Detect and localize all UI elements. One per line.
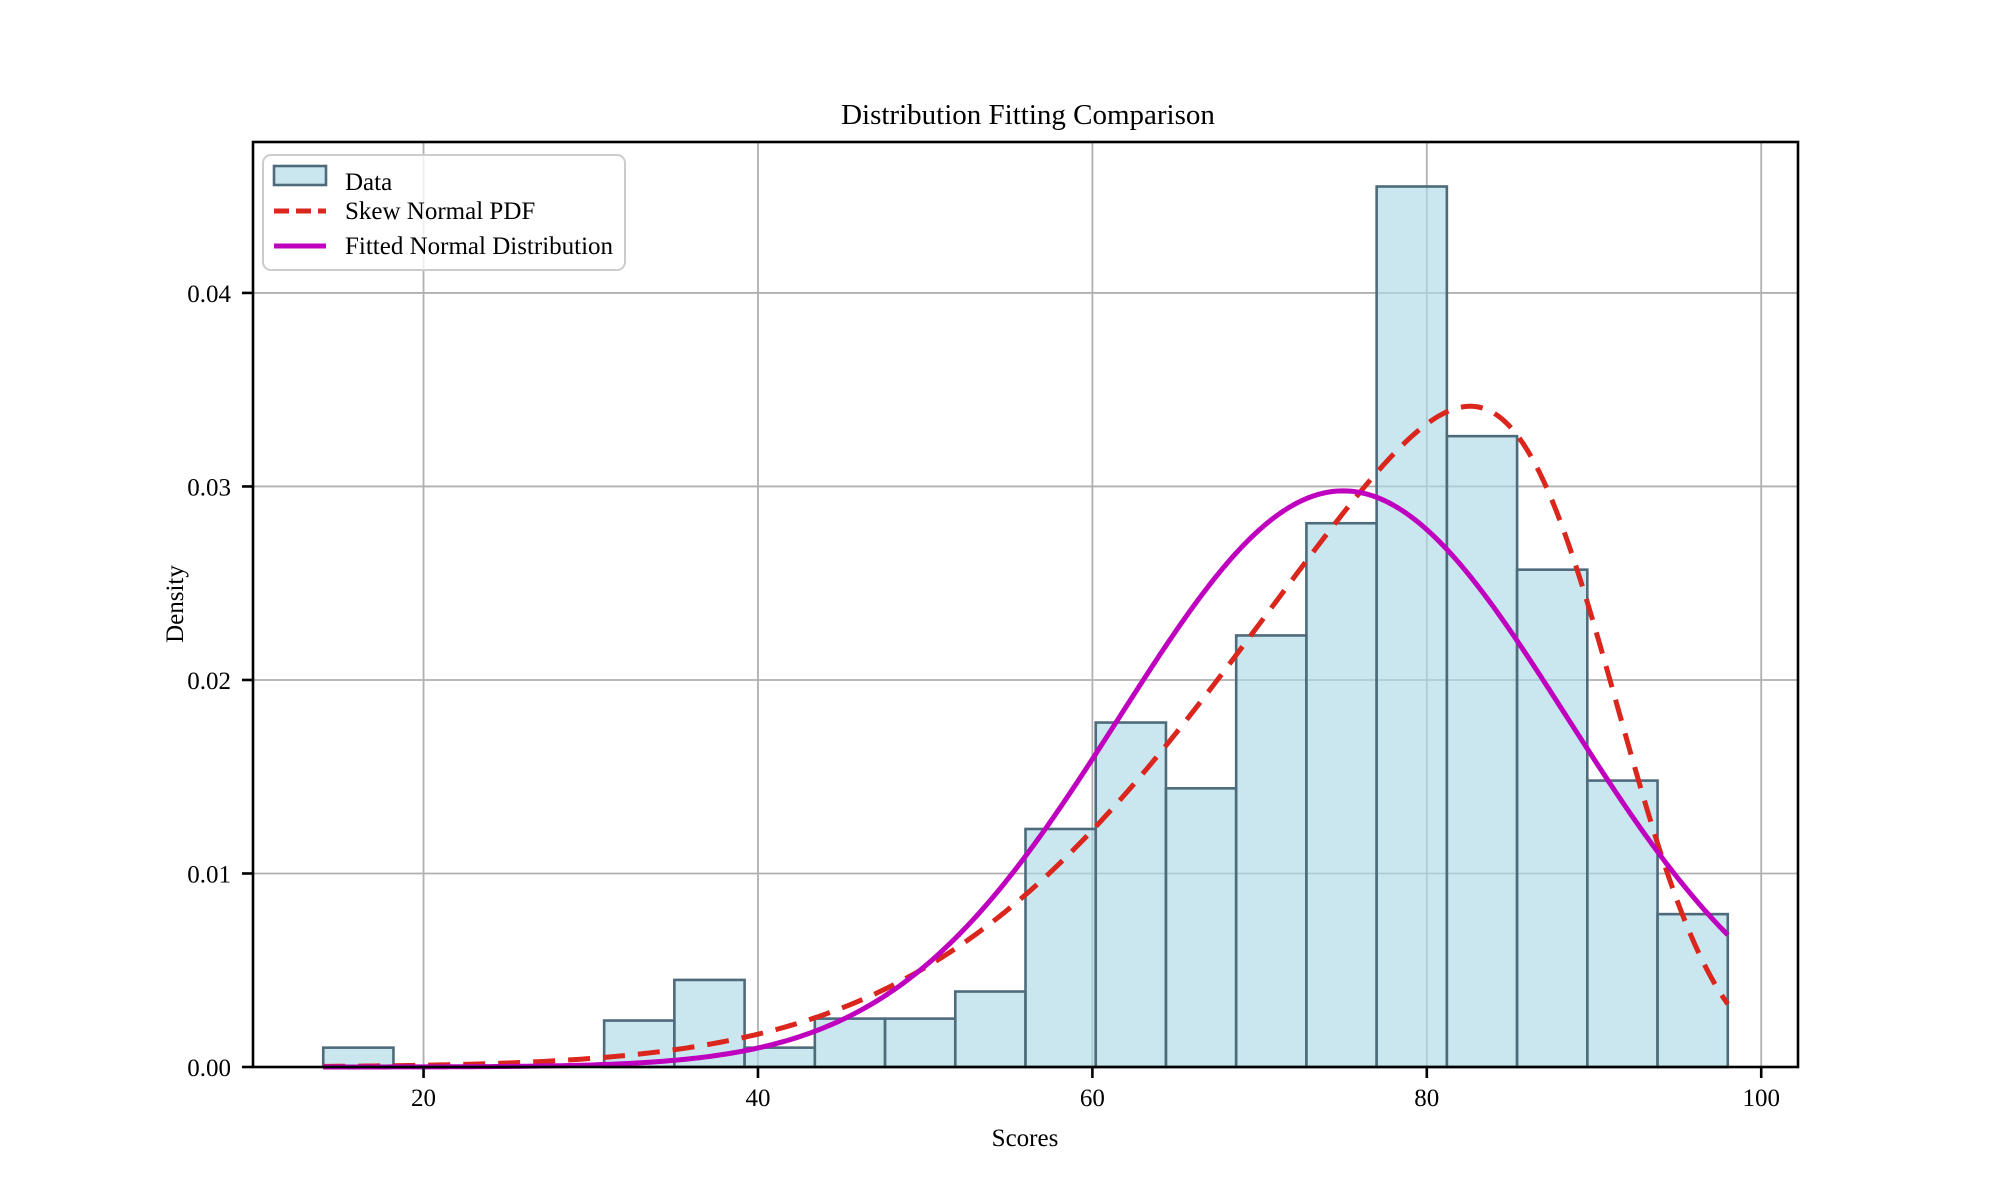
y-tick-label: 0.02	[187, 668, 231, 695]
histogram-bar	[1375, 185, 1449, 1069]
x-axis-label: Scores	[992, 1125, 1059, 1152]
histogram-bar	[1234, 634, 1308, 1069]
x-tick-label: 80	[1414, 1085, 1439, 1112]
legend-label-fitted-normal: Fitted Normal Distribution	[345, 233, 614, 260]
histogram-bar	[1586, 779, 1659, 1069]
legend: Data Skew Normal PDF Fitted Normal Distr…	[262, 154, 626, 271]
histogram-bar	[953, 990, 1027, 1069]
legend-item-data: Data	[272, 164, 392, 196]
plot-border	[251, 140, 1800, 1069]
y-tick-label: 0.00	[187, 1055, 231, 1082]
histogram-bar	[1445, 434, 1519, 1069]
histogram-bar	[1515, 568, 1589, 1069]
y-tick-label: 0.01	[187, 861, 231, 888]
y-axis-label: Density	[162, 565, 189, 643]
x-tick-label: 40	[745, 1085, 770, 1112]
skew-normal-curve	[323, 403, 1730, 1069]
legend-item-fitted-normal: Fitted Normal Distribution	[274, 233, 614, 260]
y-tick-label: 0.04	[187, 281, 231, 308]
legend-label-data: Data	[345, 169, 392, 196]
x-tick-label: 60	[1080, 1085, 1105, 1112]
x-tick-label: 100	[1742, 1085, 1780, 1112]
legend-swatch-data-icon	[272, 164, 328, 187]
axes-spines-and-ticks: 20 40 60 80 100 0.00 0.01 0.02 0.03 0.04	[187, 140, 1800, 1112]
histogram-bar	[1164, 787, 1238, 1069]
legend-frame	[262, 154, 626, 271]
x-tick-label: 20	[411, 1085, 436, 1112]
histogram-bars	[321, 185, 1730, 1069]
histogram-bar	[883, 1017, 957, 1069]
y-tick-label: 0.03	[187, 474, 231, 501]
histogram-bar	[1094, 721, 1168, 1069]
legend-label-skew-normal: Skew Normal PDF	[345, 198, 535, 225]
histogram-bar	[1305, 521, 1378, 1069]
legend-item-skew-normal: Skew Normal PDF	[274, 198, 535, 225]
chart-title: Distribution Fitting Comparison	[841, 99, 1215, 131]
